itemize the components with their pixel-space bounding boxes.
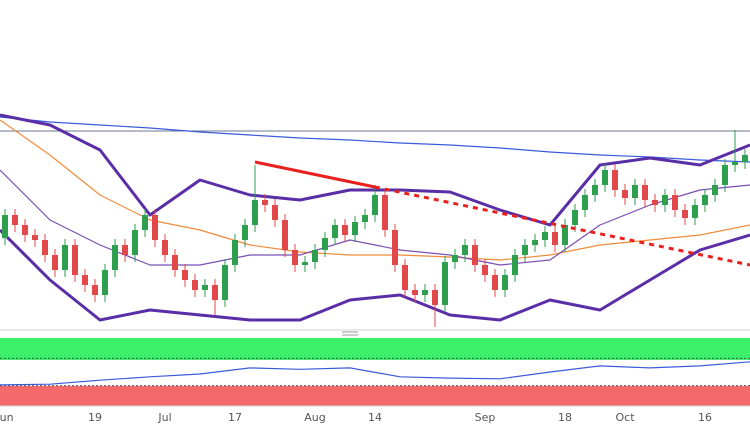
rsi-line: [0, 361, 750, 386]
candle-body: [122, 245, 128, 255]
candle-body: [522, 245, 528, 255]
candle-body: [532, 240, 538, 245]
candle-body: [462, 245, 468, 255]
candle-body: [32, 235, 38, 240]
candle-body: [222, 265, 228, 300]
candle-body: [272, 205, 278, 220]
candle-body: [352, 222, 358, 235]
candle-body: [682, 210, 688, 218]
candle-body: [322, 238, 328, 250]
overbought-zone: [0, 338, 750, 360]
candle-body: [192, 280, 198, 290]
x-tick-label: Sep: [475, 411, 496, 424]
candle-body: [242, 225, 248, 240]
candle-body: [302, 262, 308, 265]
candle-body: [652, 200, 658, 205]
candle-body: [512, 255, 518, 275]
oversold-zone: [0, 386, 750, 406]
trend-line-extension: [374, 185, 750, 267]
candle-body: [2, 215, 8, 238]
candle-body: [292, 250, 298, 265]
candle-body: [662, 195, 668, 205]
candles: [2, 130, 748, 327]
candle-body: [52, 255, 58, 270]
candle-body: [12, 215, 18, 225]
candle-body: [112, 245, 118, 270]
candle-body: [72, 245, 78, 275]
candle-body: [632, 185, 638, 198]
candle-body: [552, 232, 558, 245]
candle-body: [492, 275, 498, 290]
candle-body: [412, 290, 418, 295]
candle-body: [152, 215, 158, 240]
candle-body: [202, 285, 208, 290]
candle-body: [572, 210, 578, 225]
candle-body: [172, 255, 178, 270]
x-tick-label: Jul: [157, 411, 171, 424]
candle-body: [392, 230, 398, 265]
candle-body: [362, 215, 368, 222]
candle-body: [722, 165, 728, 185]
candle-body: [92, 285, 98, 295]
candle-body: [82, 275, 88, 285]
x-tick-label: Oct: [615, 411, 635, 424]
trend-line: [254, 160, 376, 189]
candle-body: [312, 250, 318, 262]
candle-body: [482, 265, 488, 275]
candle-body: [402, 265, 408, 290]
x-tick-label: 14: [368, 411, 382, 424]
candle-body: [282, 220, 288, 250]
candle-body: [162, 240, 168, 255]
rsi-panel: [0, 357, 750, 387]
x-tick-label: 17: [228, 411, 242, 424]
x-tick-label: Jun: [0, 411, 14, 424]
candle-body: [472, 245, 478, 265]
candle-body: [42, 240, 48, 255]
x-tick-label: 16: [698, 411, 712, 424]
indicator-line: [0, 116, 750, 163]
candle-body: [252, 200, 258, 225]
candle-body: [372, 195, 378, 215]
candle-body: [182, 270, 188, 280]
x-tick-label: 19: [88, 411, 102, 424]
candle-body: [442, 262, 448, 305]
candle-body: [132, 230, 138, 255]
candle-body: [332, 225, 338, 238]
candle-body: [592, 185, 598, 195]
candle-body: [502, 275, 508, 290]
candle-body: [742, 155, 748, 162]
candle-body: [672, 195, 678, 210]
candle-body: [712, 185, 718, 195]
candle-body: [422, 290, 428, 295]
candle-body: [382, 195, 388, 230]
candle-body: [212, 285, 218, 300]
candle-body: [432, 290, 438, 305]
candle-body: [102, 270, 108, 295]
x-tick-label: 18: [558, 411, 572, 424]
candle-body: [232, 240, 238, 265]
candle-body: [22, 225, 28, 235]
candle-body: [452, 255, 458, 262]
x-tick-label: Aug: [304, 411, 325, 424]
candle-body: [692, 205, 698, 218]
candle-body: [612, 170, 618, 190]
candle-body: [702, 195, 708, 205]
candle-body: [262, 200, 268, 205]
candle-body: [582, 195, 588, 210]
indicator-line: [0, 228, 750, 322]
candle-body: [732, 162, 738, 165]
resize-handle[interactable]: [342, 331, 358, 336]
candle-body: [142, 215, 148, 230]
candle-body: [542, 232, 548, 240]
candle-body: [642, 185, 648, 200]
candle-body: [602, 170, 608, 185]
indicator-line: [0, 119, 750, 261]
candle-body: [342, 225, 348, 235]
candle-body: [562, 225, 568, 245]
x-axis-labels: Jun 19 Jul 17 Aug 14 Sep 18 Oct 16: [0, 411, 712, 424]
candle-body: [622, 190, 628, 198]
candle-body: [62, 245, 68, 270]
